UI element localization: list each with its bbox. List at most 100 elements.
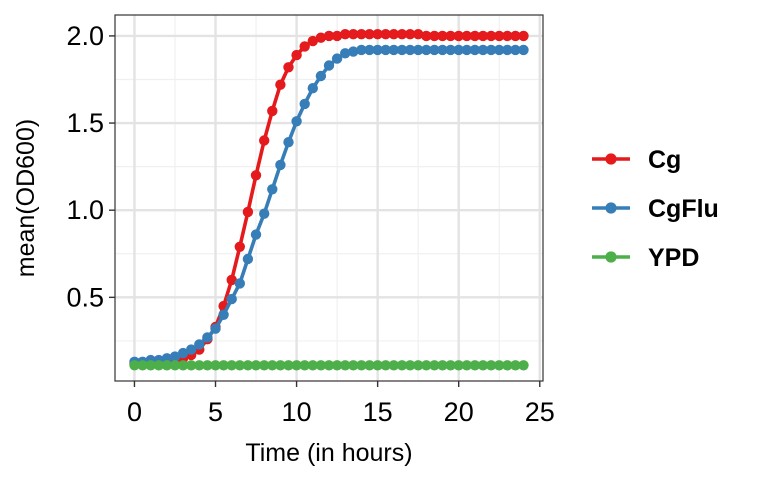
data-point-cg bbox=[421, 30, 432, 42]
data-point-cg bbox=[226, 274, 237, 286]
data-point-ypd bbox=[477, 360, 489, 371]
x-tick-label: 5 bbox=[208, 397, 223, 427]
data-point-cgflu bbox=[331, 53, 343, 64]
data-point-ypd bbox=[307, 360, 318, 371]
data-point-cg bbox=[469, 30, 481, 42]
data-point-ypd bbox=[518, 360, 529, 371]
data-point-ypd bbox=[388, 360, 399, 371]
series-layer bbox=[129, 29, 529, 371]
data-point-ypd bbox=[445, 360, 456, 371]
data-point-cgflu bbox=[242, 253, 254, 265]
data-point-ypd bbox=[137, 360, 148, 371]
data-point-cgflu bbox=[210, 323, 221, 334]
data-point-cg bbox=[413, 29, 424, 40]
data-point-cgflu bbox=[502, 44, 513, 56]
data-point-ypd bbox=[502, 360, 513, 371]
data-point-cg bbox=[331, 30, 343, 42]
data-point-cg bbox=[445, 30, 456, 42]
data-point-cg bbox=[372, 29, 383, 40]
data-point-ypd bbox=[283, 360, 294, 371]
x-tick-label: 25 bbox=[525, 397, 555, 427]
legend-key-point bbox=[605, 153, 617, 165]
data-point-cg bbox=[291, 49, 302, 61]
data-point-cg bbox=[518, 30, 529, 42]
legend-key-point bbox=[605, 202, 617, 214]
data-point-cgflu bbox=[234, 278, 245, 289]
legend-item-cg: Cg bbox=[592, 146, 681, 174]
data-point-cg bbox=[356, 29, 367, 40]
plot-panel bbox=[115, 15, 543, 381]
data-point-ypd bbox=[494, 360, 505, 371]
x-tick-label: 0 bbox=[127, 397, 142, 427]
data-point-ypd bbox=[194, 360, 205, 371]
y-axis-title: mean(OD600) bbox=[12, 119, 40, 277]
x-axis-title: Time (in hours) bbox=[245, 439, 412, 467]
data-point-cg bbox=[299, 41, 310, 52]
data-point-cg bbox=[380, 29, 391, 40]
data-point-cg bbox=[485, 30, 497, 42]
data-point-cg bbox=[242, 206, 254, 218]
data-point-cg bbox=[477, 30, 489, 42]
data-point-cgflu bbox=[469, 44, 481, 56]
legend: Cg CgFlu YPD bbox=[592, 146, 719, 272]
data-point-ypd bbox=[348, 360, 359, 371]
data-point-ypd bbox=[404, 360, 416, 371]
axes: 0 5 10 15 20 25 0.5 1.0 1.5 2.0 bbox=[66, 21, 554, 427]
data-point-cgflu bbox=[226, 293, 237, 305]
data-point-cgflu bbox=[275, 159, 286, 171]
data-point-ypd bbox=[485, 360, 497, 371]
data-point-cgflu bbox=[518, 44, 529, 56]
x-tick-label: 20 bbox=[444, 397, 474, 427]
data-point-cgflu bbox=[169, 351, 181, 362]
data-point-ypd bbox=[453, 360, 464, 371]
data-point-cg bbox=[348, 29, 359, 40]
data-point-cgflu bbox=[404, 44, 416, 56]
data-point-ypd bbox=[429, 360, 440, 371]
x-tick-label: 10 bbox=[282, 397, 312, 427]
data-point-ypd bbox=[437, 360, 448, 371]
data-point-ypd bbox=[340, 360, 351, 371]
data-point-cg bbox=[275, 79, 286, 90]
data-point-cgflu bbox=[323, 60, 335, 71]
data-point-ypd bbox=[421, 360, 432, 371]
data-point-cgflu bbox=[413, 44, 424, 56]
data-point-cgflu bbox=[364, 44, 375, 56]
data-point-ypd bbox=[331, 360, 343, 371]
data-point-cgflu bbox=[291, 116, 302, 127]
data-point-cg bbox=[364, 29, 375, 40]
data-point-cg bbox=[315, 32, 327, 43]
y-tick-label: 0.5 bbox=[66, 282, 104, 312]
data-point-ypd bbox=[169, 360, 181, 371]
data-point-cgflu bbox=[315, 70, 327, 82]
data-point-cgflu bbox=[380, 44, 391, 56]
data-point-cgflu bbox=[250, 229, 262, 240]
data-point-cg bbox=[323, 30, 335, 42]
data-point-ypd bbox=[291, 360, 302, 371]
series-ypd bbox=[129, 360, 529, 371]
data-point-ypd bbox=[267, 360, 278, 371]
data-point-cg bbox=[388, 29, 399, 40]
data-point-cgflu bbox=[202, 332, 213, 343]
data-point-cg bbox=[404, 29, 416, 40]
data-point-ypd bbox=[161, 360, 173, 371]
data-point-ypd bbox=[299, 360, 310, 371]
data-point-cg bbox=[340, 29, 351, 40]
data-point-cgflu bbox=[494, 44, 505, 56]
legend-key-point bbox=[605, 251, 617, 263]
data-point-cgflu bbox=[259, 208, 270, 219]
y-tick-label: 2.0 bbox=[66, 21, 104, 51]
data-point-ypd bbox=[242, 360, 254, 371]
data-point-ypd bbox=[275, 360, 286, 371]
data-point-cg bbox=[502, 30, 513, 42]
data-point-ypd bbox=[413, 360, 424, 371]
data-point-cgflu bbox=[340, 48, 351, 59]
data-point-ypd bbox=[186, 360, 197, 371]
data-point-ypd bbox=[461, 360, 472, 371]
data-point-cg bbox=[250, 170, 262, 181]
data-point-ypd bbox=[153, 360, 164, 371]
data-point-ypd bbox=[372, 360, 383, 371]
data-point-cgflu bbox=[299, 98, 310, 110]
data-point-cgflu bbox=[218, 309, 229, 320]
data-point-ypd bbox=[234, 360, 245, 371]
